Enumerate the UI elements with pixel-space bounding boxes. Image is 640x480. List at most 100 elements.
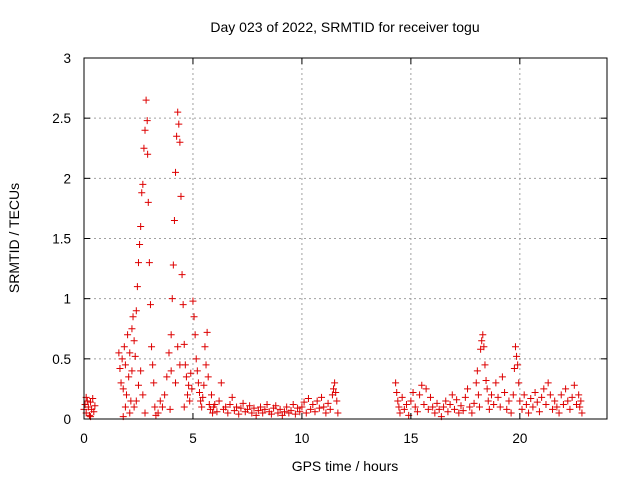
data-point: [557, 391, 565, 399]
data-point: [195, 389, 203, 397]
data-point: [198, 403, 206, 411]
data-point: [481, 361, 489, 369]
y-tick-label: 2: [63, 171, 71, 186]
data-point: [318, 393, 326, 401]
data-point: [189, 297, 197, 305]
data-point: [116, 364, 124, 372]
data-point: [473, 367, 481, 375]
data-point: [184, 391, 192, 399]
data-point: [291, 410, 299, 418]
data-point: [403, 401, 411, 409]
data-point: [128, 367, 136, 375]
data-point: [235, 410, 243, 418]
data-point: [215, 397, 223, 405]
data-point: [145, 259, 153, 267]
data-point: [450, 405, 458, 413]
data-point: [209, 409, 217, 417]
y-tick-label: 3: [63, 51, 71, 66]
y-tick-label: 0.5: [52, 352, 71, 367]
data-point: [298, 403, 306, 411]
x-tick-label: 10: [294, 431, 309, 446]
data-point: [133, 283, 141, 291]
data-point: [461, 393, 469, 401]
data-point: [180, 340, 188, 348]
data-point: [576, 403, 584, 411]
data-point: [446, 401, 454, 409]
data-point: [566, 405, 574, 413]
data-point: [426, 393, 434, 401]
x-tick-label: 15: [403, 431, 418, 446]
data-point: [129, 313, 137, 321]
data-point: [132, 397, 140, 405]
data-point: [309, 401, 317, 409]
data-point: [134, 381, 142, 389]
data-point: [87, 398, 95, 406]
data-point: [492, 379, 500, 387]
data-point: [516, 397, 524, 405]
data-point: [173, 132, 181, 140]
data-point: [156, 397, 164, 405]
data-point: [144, 150, 152, 158]
data-point: [413, 408, 421, 416]
data-point: [177, 192, 185, 200]
data-point: [118, 355, 126, 363]
data-point: [289, 401, 297, 409]
data-point: [202, 361, 210, 369]
data-point: [143, 117, 151, 125]
data-point: [166, 405, 174, 413]
data-point: [302, 409, 310, 417]
data-point: [476, 403, 484, 411]
data-point: [420, 401, 428, 409]
data-point: [395, 403, 403, 411]
data-point: [267, 410, 275, 418]
data-point: [139, 391, 147, 399]
data-point: [180, 403, 188, 411]
data-point: [485, 405, 493, 413]
data-point: [457, 402, 465, 410]
data-point: [307, 405, 315, 413]
data-point: [228, 393, 236, 401]
data-point: [311, 408, 319, 416]
data-point: [478, 337, 486, 345]
data-point: [176, 138, 184, 146]
data-point: [137, 222, 145, 230]
data-point: [494, 393, 502, 401]
data-point: [204, 373, 212, 381]
data-point: [261, 405, 269, 413]
data-point: [542, 401, 550, 409]
data-point: [315, 404, 323, 412]
data-point: [505, 397, 513, 405]
data-point: [276, 405, 284, 413]
data-point: [274, 409, 282, 417]
data-point: [483, 385, 491, 393]
data-point: [479, 331, 487, 339]
data-point: [304, 395, 312, 403]
data-point: [513, 352, 521, 360]
data-point: [527, 395, 535, 403]
data-point: [259, 409, 267, 417]
data-point: [90, 408, 98, 416]
data-point: [185, 381, 193, 389]
data-point: [287, 407, 295, 415]
data-point: [568, 393, 576, 401]
data-point: [435, 405, 443, 413]
data-point: [484, 397, 492, 405]
data-point: [126, 409, 134, 417]
data-point: [191, 331, 199, 339]
data-point: [464, 385, 472, 393]
data-point: [200, 381, 208, 389]
data-point: [331, 379, 339, 387]
data-point: [140, 144, 148, 152]
data-point: [296, 408, 304, 416]
data-point: [551, 397, 559, 405]
data-point: [313, 397, 321, 405]
data-point: [141, 409, 149, 417]
data-point: [224, 409, 232, 417]
data-point: [466, 403, 474, 411]
data-point: [128, 325, 136, 333]
data-point: [246, 402, 254, 410]
data-point: [144, 198, 152, 206]
data-point: [167, 367, 175, 375]
data-point: [158, 403, 166, 411]
data-point: [515, 379, 523, 387]
